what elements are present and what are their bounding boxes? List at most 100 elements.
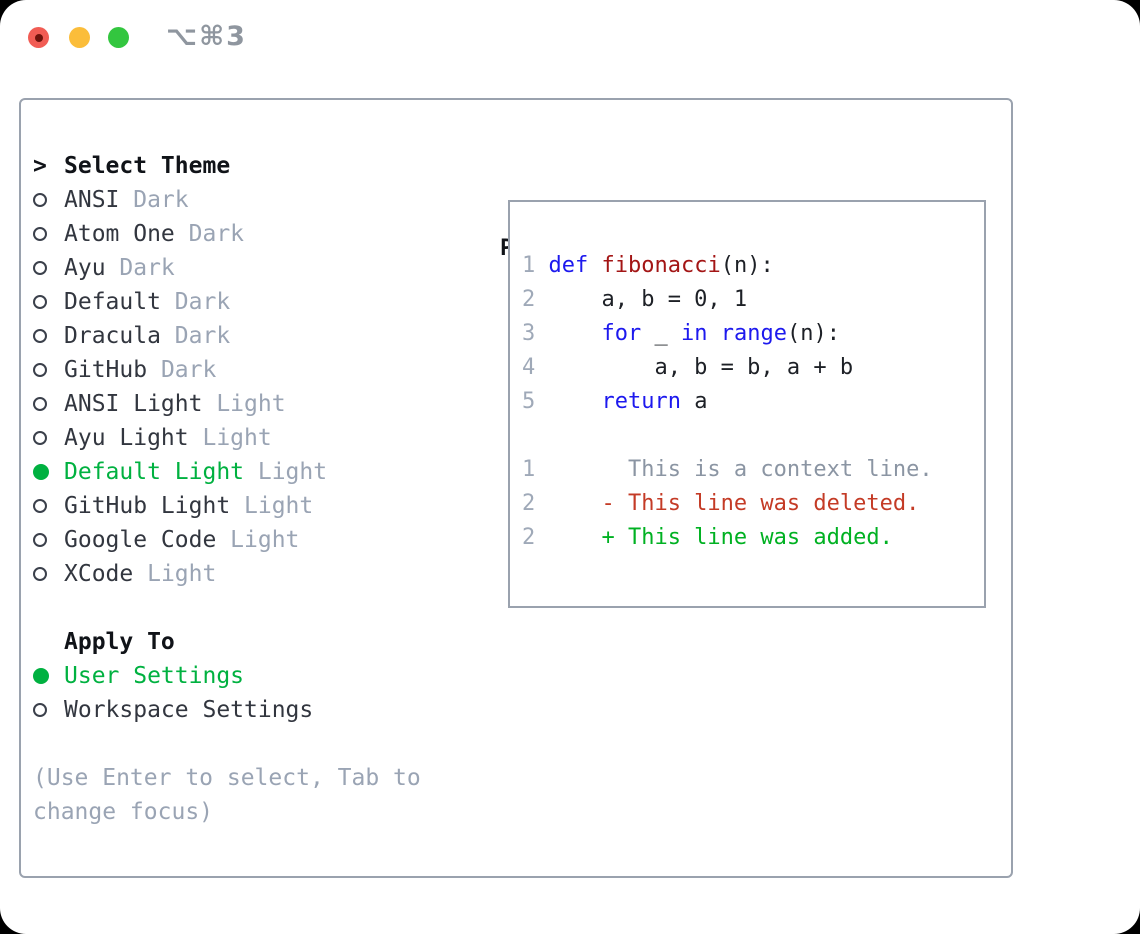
- code-line: 1 def fibonacci(n):: [522, 249, 984, 283]
- theme-option-label: Default Light: [64, 459, 245, 485]
- theme-option-google-code[interactable]: Google Code Light: [33, 523, 473, 557]
- theme-list: ANSI Dark Atom One Dark Ayu Dark Default Dark Dr…: [33, 183, 473, 591]
- theme-option-ansi-light[interactable]: ANSI Light Light: [33, 387, 473, 421]
- code-line: 1 This is a context line.: [522, 453, 984, 487]
- theme-option-ayu[interactable]: Ayu Dark: [33, 251, 473, 285]
- theme-variant-label: Dark: [119, 255, 175, 281]
- radio-unselected-icon: [33, 329, 64, 343]
- line-number: 2: [522, 525, 536, 550]
- theme-menu: > Select Theme ANSI Dark Atom One Dark Ayu Da…: [33, 149, 473, 829]
- theme-option-label: Ayu Light: [64, 425, 189, 451]
- radio-unselected-icon: [33, 193, 64, 207]
- radio-unselected-icon: [33, 703, 64, 717]
- theme-variant-label: Dark: [133, 187, 189, 213]
- code-line: 5 return a: [522, 385, 984, 419]
- code-diff-spacer: [522, 419, 984, 453]
- theme-option-ansi[interactable]: ANSI Dark: [33, 183, 473, 217]
- line-number: 5: [522, 389, 536, 414]
- code-segment: [588, 253, 601, 278]
- theme-option-github[interactable]: GitHub Dark: [33, 353, 473, 387]
- code-segment: (n):: [786, 321, 840, 346]
- close-button[interactable]: [28, 27, 49, 48]
- theme-option-label: ANSI: [64, 187, 120, 213]
- code-segment: for: [601, 321, 642, 346]
- radio-unselected-icon: [33, 261, 64, 275]
- line-number: 4: [522, 355, 536, 380]
- theme-variant-label: Dark: [174, 323, 231, 349]
- code-line: 3 for _ in range(n):: [522, 317, 984, 351]
- theme-variant-label: Light: [147, 561, 217, 587]
- theme-option-default[interactable]: Default Dark: [33, 285, 473, 319]
- close-button-dot-icon: [34, 33, 43, 42]
- apply-to-list: User Settings Workspace Settings: [33, 659, 473, 727]
- code-segment: [548, 321, 601, 346]
- code-segment: [707, 321, 720, 346]
- radio-selected-icon: [33, 464, 64, 480]
- theme-option-default-light[interactable]: Default Light Light: [33, 455, 473, 489]
- code-segment: a, b = b, a + b: [548, 355, 854, 380]
- code-line: 2 - This line was deleted.: [522, 487, 984, 521]
- theme-option-ayu-light[interactable]: Ayu Light Light: [33, 421, 473, 455]
- window-title: ⌥⌘3: [166, 21, 247, 52]
- line-number: 2: [522, 287, 536, 312]
- theme-option-label: GitHub Light: [64, 493, 231, 519]
- theme-option-label: GitHub: [64, 357, 148, 383]
- code-segment: return: [601, 389, 681, 414]
- theme-option-label: ANSI Light: [64, 391, 203, 417]
- code-segment: range: [720, 321, 787, 346]
- theme-variant-label: Dark: [188, 221, 245, 247]
- theme-option-github-light[interactable]: GitHub Light Light: [33, 489, 473, 523]
- zoom-button[interactable]: [108, 27, 129, 48]
- line-number: 1: [522, 253, 536, 278]
- radio-unselected-icon: [33, 363, 64, 377]
- code-segment: - This line was deleted.: [548, 491, 920, 516]
- code-line: 4 a, b = b, a + b: [522, 351, 984, 385]
- code-segment: a: [680, 389, 708, 414]
- theme-option-label: Ayu: [64, 255, 106, 281]
- theme-variant-label: Light: [202, 425, 272, 451]
- theme-option-label: Default: [64, 289, 161, 315]
- line-number: 3: [522, 321, 536, 346]
- apply-option-label: Workspace Settings: [64, 697, 314, 723]
- code-segment: + This line was added.: [548, 525, 893, 550]
- code-segment: (n):: [720, 253, 774, 278]
- theme-variant-label: Light: [230, 527, 300, 553]
- theme-picker-panel: > Select Theme ANSI Dark Atom One Dark Ayu Da…: [19, 98, 1013, 878]
- theme-variant-label: Dark: [174, 289, 231, 315]
- code-segment: def: [548, 253, 589, 278]
- apply-option-label: User Settings: [64, 663, 245, 689]
- radio-unselected-icon: [33, 397, 64, 411]
- apply-to-header: Apply To: [64, 629, 175, 655]
- code-segment: a, b = 0, 1: [548, 287, 748, 312]
- apply-option-user-settings[interactable]: User Settings: [33, 659, 473, 693]
- theme-option-label: Google Code: [64, 527, 217, 553]
- radio-unselected-icon: [33, 431, 64, 445]
- theme-option-atom-one[interactable]: Atom One Dark: [33, 217, 473, 251]
- theme-option-label: XCode: [64, 561, 134, 587]
- theme-option-label: Atom One: [64, 221, 175, 247]
- theme-option-label: Dracula: [64, 323, 161, 349]
- radio-selected-icon: [33, 668, 64, 684]
- radio-unselected-icon: [33, 227, 64, 241]
- radio-unselected-icon: [33, 499, 64, 513]
- theme-option-xcode[interactable]: XCode Light: [33, 557, 473, 591]
- radio-unselected-icon: [33, 567, 64, 581]
- theme-menu-header-row: > Select Theme: [33, 149, 473, 183]
- theme-variant-label: Dark: [160, 357, 217, 383]
- theme-menu-header: Select Theme: [64, 153, 231, 179]
- code-segment: fibonacci: [601, 253, 721, 278]
- code-segment: _: [641, 321, 681, 346]
- minimize-button[interactable]: [69, 27, 90, 48]
- line-number: 2: [522, 491, 536, 516]
- theme-variant-label: Light: [216, 391, 286, 417]
- radio-unselected-icon: [33, 295, 64, 309]
- theme-variant-label: Light: [244, 493, 314, 519]
- radio-unselected-icon: [33, 533, 64, 547]
- theme-variant-label: Light: [257, 459, 328, 485]
- theme-option-dracula[interactable]: Dracula Dark: [33, 319, 473, 353]
- apply-option-workspace-settings[interactable]: Workspace Settings: [33, 693, 473, 727]
- code-segment: This is a context line.: [548, 457, 933, 482]
